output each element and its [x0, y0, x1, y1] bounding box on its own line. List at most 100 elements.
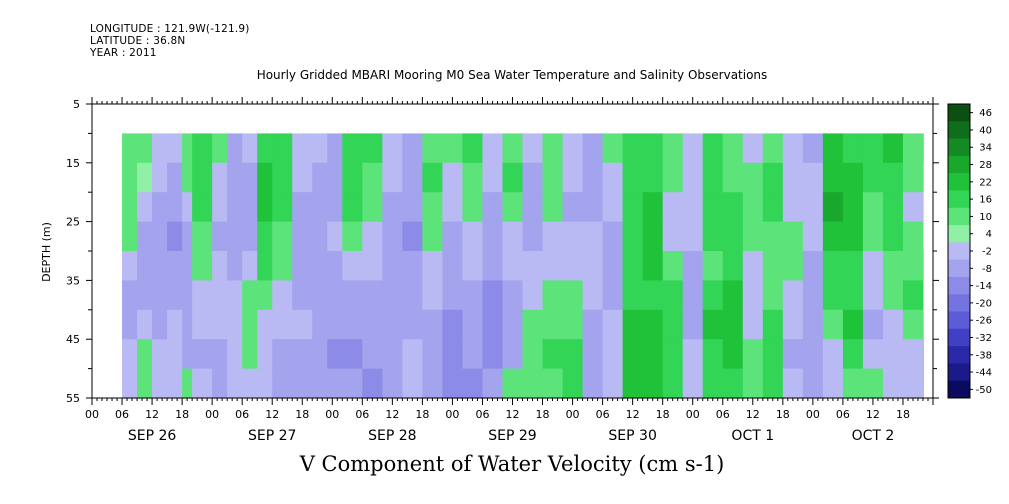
heatmap-cell — [722, 339, 744, 370]
heatmap-cell — [622, 251, 644, 281]
heatmap-cell — [462, 221, 484, 252]
x-hour-label: 00 — [566, 408, 580, 421]
heatmap-cell — [292, 339, 313, 370]
heatmap-cell — [662, 162, 684, 193]
heatmap-cell — [362, 221, 383, 252]
heatmap-cell — [362, 192, 383, 223]
heatmap-cell — [622, 339, 644, 370]
heatmap-cell — [402, 221, 423, 252]
heatmap-cell — [327, 162, 343, 193]
heatmap-cell — [742, 221, 764, 252]
heatmap-cell — [902, 221, 924, 252]
heatmap-cell — [152, 162, 168, 193]
colorbar-label: -20 — [976, 298, 992, 309]
colorbar-label: 22 — [979, 177, 992, 188]
heatmap-cell — [802, 133, 824, 164]
heatmap-cell — [822, 309, 844, 340]
heatmap-cell — [137, 280, 153, 311]
colorbar-label: -8 — [982, 264, 992, 275]
heatmap-cell — [442, 309, 464, 340]
heatmap-cell — [522, 162, 544, 193]
heatmap-cell — [312, 221, 328, 252]
heatmap-cell — [212, 221, 228, 252]
colorbar-swatch — [948, 155, 970, 174]
heatmap-cell — [342, 133, 363, 164]
heatmap-cell — [742, 162, 764, 193]
heatmap-cell — [742, 192, 764, 223]
heatmap-cell — [502, 192, 524, 223]
heatmap-cell — [192, 192, 213, 223]
heatmap-cell — [342, 368, 363, 399]
heatmap-cell — [582, 309, 604, 340]
heatmap-cell — [882, 251, 904, 281]
heatmap-cell — [922, 162, 924, 193]
heatmap-cell — [327, 368, 343, 399]
heatmap-cell — [227, 251, 243, 281]
x-date-label: SEP 28 — [368, 428, 416, 444]
heatmap-cell — [312, 368, 328, 399]
heatmap-cell — [702, 280, 724, 311]
heatmap-cell — [642, 192, 664, 223]
heatmap-cell — [442, 221, 464, 252]
heatmap-cell — [292, 280, 313, 311]
heatmap-cell — [292, 309, 313, 340]
heatmap-cell — [682, 368, 704, 399]
heatmap-cell — [922, 368, 924, 399]
heatmap-cell — [182, 133, 193, 164]
heatmap-cell — [562, 192, 584, 223]
heatmap-cell — [922, 251, 924, 281]
heatmap-cell — [462, 192, 484, 223]
heatmap-cell — [602, 309, 624, 340]
heatmap-cell — [192, 368, 213, 399]
x-date-label: SEP 29 — [488, 428, 536, 444]
heatmap-cell — [842, 192, 864, 223]
heatmap-cell — [502, 339, 524, 370]
heatmap-cell — [642, 251, 664, 281]
heatmap-cell — [442, 339, 464, 370]
heatmap-cell — [442, 251, 464, 281]
heatmap-cell — [522, 368, 544, 399]
heatmap-cell — [782, 221, 804, 252]
heatmap-cell — [522, 339, 544, 370]
heatmap-cell — [762, 251, 784, 281]
heatmap-cell — [137, 162, 153, 193]
heatmap-cell — [902, 251, 924, 281]
colorbar-label: 4 — [986, 229, 992, 240]
heatmap-cell — [742, 251, 764, 281]
heatmap-cell — [862, 133, 884, 164]
colorbar-swatch — [948, 138, 970, 157]
heatmap-cell — [192, 309, 213, 340]
heatmap-cell — [702, 221, 724, 252]
y-tick-label: 45 — [66, 333, 80, 346]
heatmap-cell — [182, 280, 193, 311]
heatmap-cell — [782, 339, 804, 370]
heatmap-cell — [542, 192, 564, 223]
heatmap-cell — [802, 162, 824, 193]
heatmap-cell — [402, 280, 423, 311]
colorbar: 46 40 34 28 22 16 10 4 -2 -8 -14 -20 -26 -32 -38 -44 -50 — [947, 103, 992, 399]
heatmap-cell — [182, 221, 193, 252]
heatmap-cell — [662, 280, 684, 311]
heatmap-cell — [882, 221, 904, 252]
colorbar-swatch — [948, 242, 970, 261]
heatmap-cell — [762, 339, 784, 370]
heatmap-cell — [482, 133, 504, 164]
longitude-label: LONGITUDE : 121.9W(-121.9) — [90, 23, 250, 35]
heatmap-cell — [152, 221, 168, 252]
heatmap-cell — [257, 192, 273, 223]
heatmap-cell — [842, 280, 864, 311]
heatmap-cell — [482, 251, 504, 281]
heatmap-cell — [342, 162, 363, 193]
colorbar-label: 28 — [979, 160, 992, 171]
heatmap-cell — [272, 339, 293, 370]
heatmap-cell — [442, 192, 464, 223]
heatmap-cell — [722, 368, 744, 399]
heatmap-cell — [342, 309, 363, 340]
heatmap-cell — [862, 192, 884, 223]
heatmap-cell — [882, 280, 904, 311]
colorbar-label: -44 — [976, 368, 992, 379]
heatmap-cell — [192, 162, 213, 193]
year-label: YEAR : 2011 — [90, 47, 157, 59]
heatmap-cell — [227, 280, 243, 311]
x-axis: 00 06 12 18 00 06 12 18 00 06 12 18 00 06 12 18 00 06 12 18… — [85, 97, 934, 444]
